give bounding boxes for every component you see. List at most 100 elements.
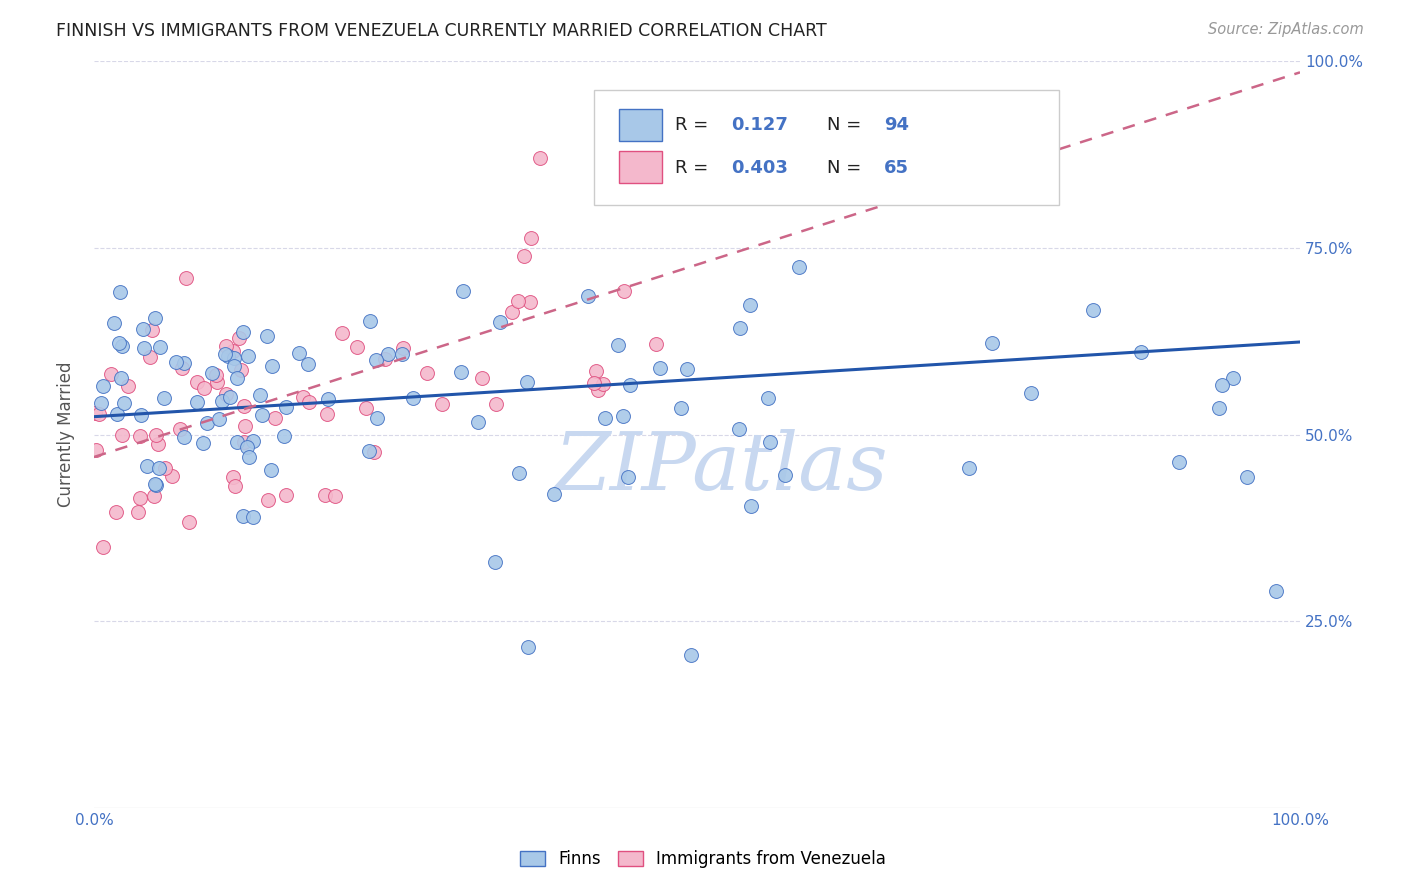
Point xyxy=(127,505,149,519)
Point xyxy=(1208,401,1230,416)
Point xyxy=(787,260,810,274)
Point xyxy=(298,395,321,409)
Point xyxy=(141,323,163,337)
Point xyxy=(1211,378,1233,392)
Legend: Finns, Immigrants from Venezuela: Finns, Immigrants from Venezuela xyxy=(513,844,893,875)
Point xyxy=(679,648,702,662)
Text: 0.403: 0.403 xyxy=(731,159,787,177)
Point xyxy=(160,469,183,483)
Point xyxy=(377,347,399,361)
Text: 0.127: 0.127 xyxy=(731,116,787,134)
FancyBboxPatch shape xyxy=(595,90,1059,205)
Point xyxy=(195,416,218,430)
Text: FINNISH VS IMMIGRANTS FROM VENEZUELA CURRENTLY MARRIED CORRELATION CHART: FINNISH VS IMMIGRANTS FROM VENEZUELA CUR… xyxy=(56,22,827,40)
Point xyxy=(585,364,607,378)
Point xyxy=(1081,302,1104,317)
Point xyxy=(595,411,617,425)
Point xyxy=(193,380,215,394)
Point xyxy=(520,231,543,245)
Point xyxy=(316,407,339,421)
Point xyxy=(644,337,666,351)
Point xyxy=(143,476,166,491)
Point xyxy=(249,387,271,401)
Point xyxy=(142,489,165,503)
Point xyxy=(225,371,247,385)
Point xyxy=(957,461,980,475)
Point xyxy=(297,357,319,371)
Point xyxy=(129,491,152,505)
Point xyxy=(84,406,107,420)
Point xyxy=(111,339,134,353)
Point xyxy=(149,340,172,354)
Point xyxy=(392,341,415,355)
Point xyxy=(233,399,256,413)
Point xyxy=(222,359,245,373)
Point xyxy=(606,337,628,351)
Point xyxy=(93,379,115,393)
Point xyxy=(117,378,139,392)
Point xyxy=(529,151,551,165)
FancyBboxPatch shape xyxy=(619,151,662,183)
Point xyxy=(292,390,315,404)
Point xyxy=(471,370,494,384)
Point xyxy=(773,467,796,482)
Point xyxy=(260,359,283,374)
Point xyxy=(107,335,129,350)
Point xyxy=(366,410,388,425)
Point xyxy=(205,375,228,389)
Point xyxy=(501,305,523,319)
Point xyxy=(576,289,599,303)
Text: R =: R = xyxy=(675,159,714,177)
Point xyxy=(650,361,672,376)
FancyBboxPatch shape xyxy=(619,109,662,141)
Point xyxy=(211,394,233,409)
Point xyxy=(980,336,1002,351)
Point xyxy=(153,392,176,406)
Point xyxy=(488,315,510,329)
Point xyxy=(89,408,111,422)
Point xyxy=(84,443,107,458)
Point xyxy=(105,505,128,519)
Point xyxy=(232,325,254,339)
Point xyxy=(416,366,439,380)
Point xyxy=(1264,584,1286,599)
Point xyxy=(256,329,278,343)
Point xyxy=(91,540,114,554)
Point xyxy=(129,408,152,422)
Point xyxy=(173,356,195,370)
Point xyxy=(153,461,176,475)
Point xyxy=(430,397,453,411)
Point xyxy=(728,320,751,334)
Point xyxy=(110,428,132,442)
Point xyxy=(224,351,246,365)
Point xyxy=(588,383,610,397)
Point xyxy=(148,461,170,475)
Point xyxy=(170,361,193,376)
Point xyxy=(228,331,250,345)
Point xyxy=(250,408,273,422)
Point xyxy=(169,422,191,436)
Point xyxy=(218,390,240,404)
Point xyxy=(1236,470,1258,484)
Point xyxy=(363,444,385,458)
Point xyxy=(110,285,132,299)
Point xyxy=(224,479,246,493)
Point xyxy=(110,370,132,384)
Point xyxy=(214,386,236,401)
Point xyxy=(236,349,259,363)
Point xyxy=(1019,386,1042,401)
Point xyxy=(402,392,425,406)
Point xyxy=(107,407,129,421)
Point xyxy=(676,362,699,376)
Point xyxy=(740,500,762,514)
Point xyxy=(129,429,152,443)
Point xyxy=(364,352,387,367)
Point xyxy=(616,469,638,483)
Point xyxy=(508,466,530,480)
Point xyxy=(513,248,536,262)
Point xyxy=(233,434,256,449)
Point xyxy=(231,362,253,376)
Point xyxy=(467,415,489,429)
Point xyxy=(165,355,187,369)
Point xyxy=(143,311,166,326)
